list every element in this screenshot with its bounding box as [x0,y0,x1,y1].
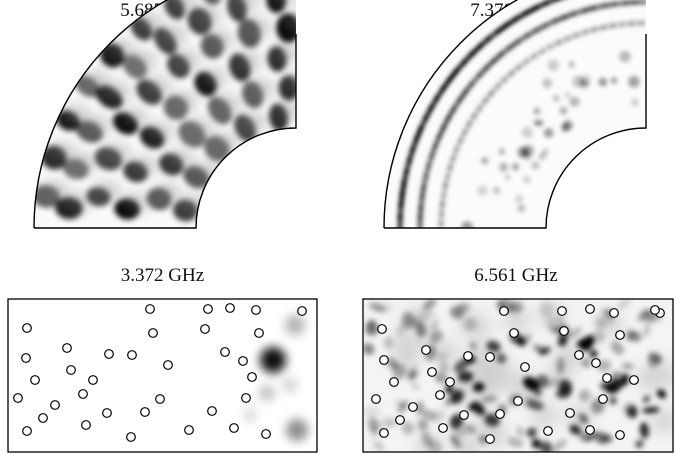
boundary [33,0,169,229]
field-map-rectangle [362,298,674,453]
frequency-label: 6.561 GHz [474,265,558,286]
panel-3372ghz: 3.372 GHz [5,265,320,455]
field-map-rectangle [7,298,318,453]
panel-7370ghz: 7.370 GHz [372,0,652,235]
frequency-label: 3.372 GHz [120,265,205,286]
panel-6561ghz: 6.561 GHz [358,265,674,455]
field-map-quarter-annulus [383,0,647,229]
panel-5685ghz: 5.685 GHz [22,0,302,235]
field-map-quarter-annulus [33,0,297,229]
